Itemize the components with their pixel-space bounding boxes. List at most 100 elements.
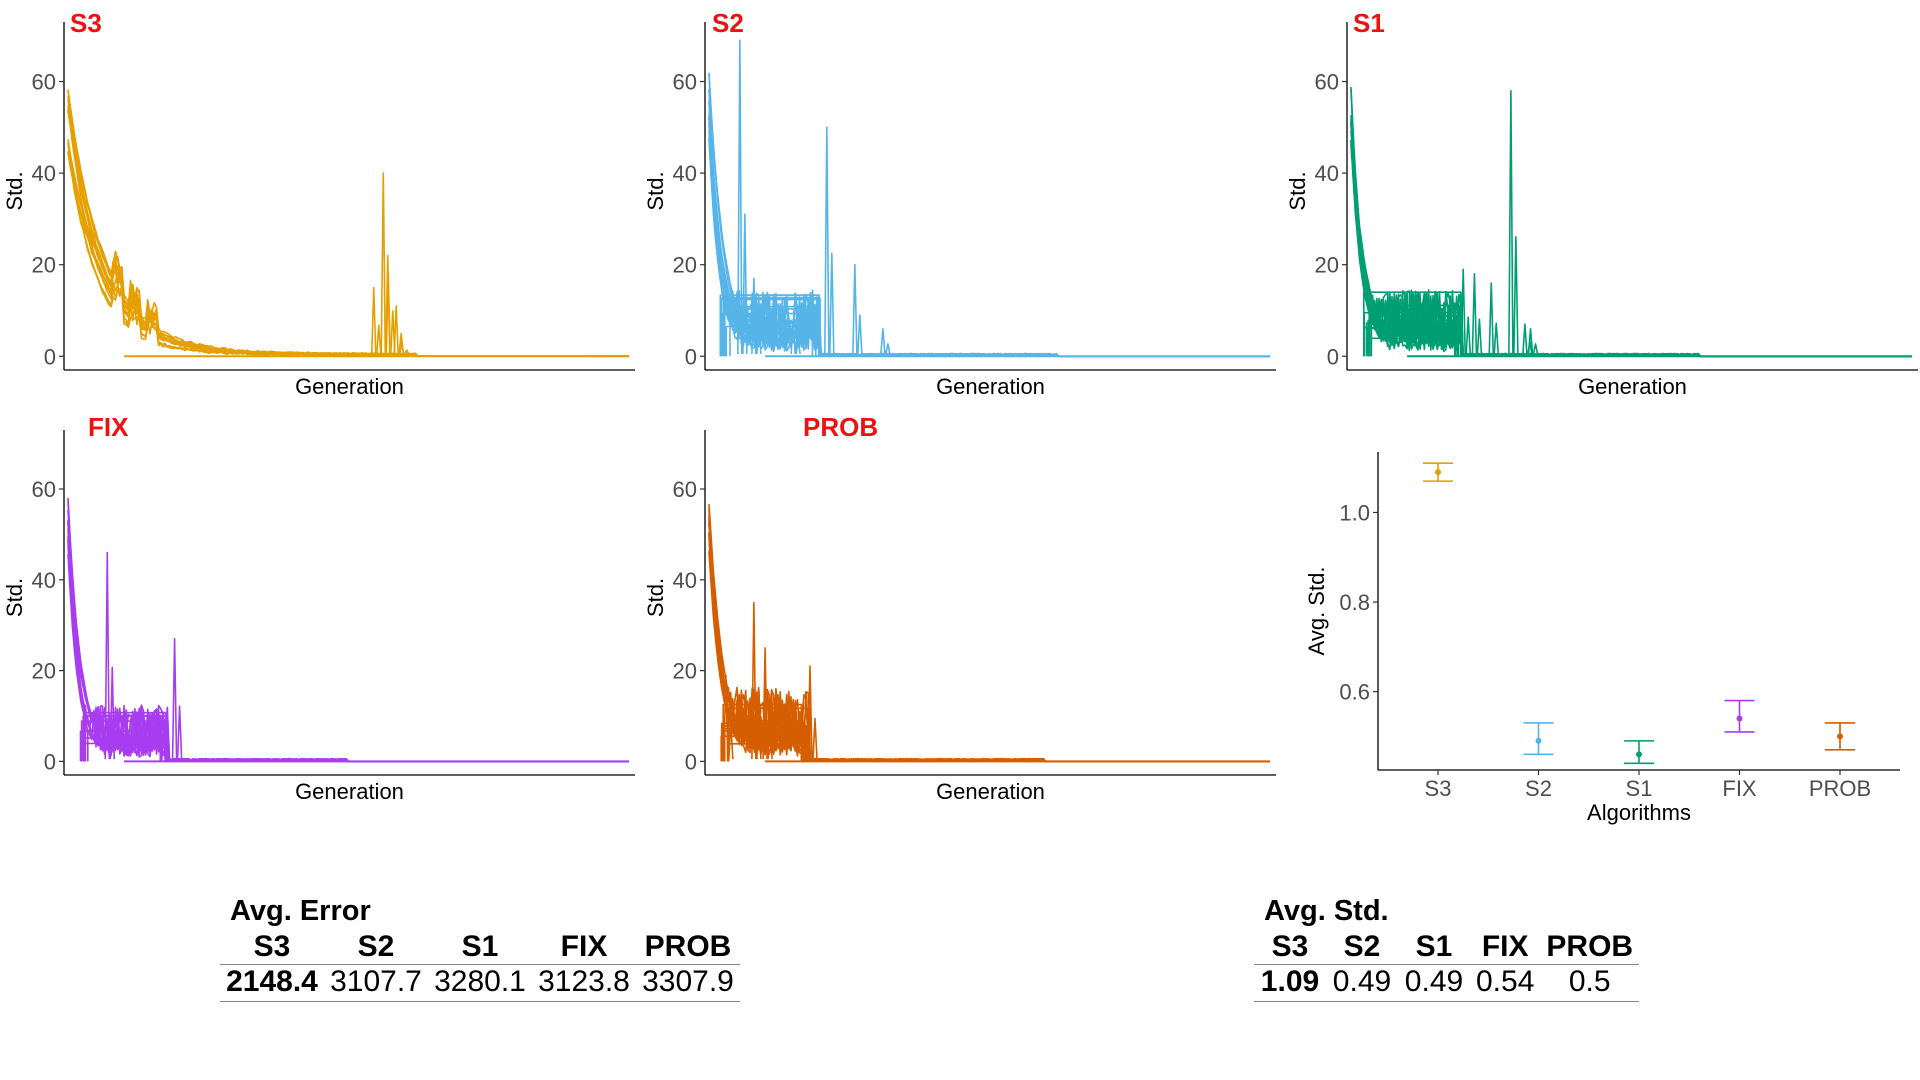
y-tick-label: 60 [32, 477, 56, 502]
mean-point [1535, 737, 1542, 744]
x-axis-title: Generation [936, 374, 1045, 399]
spike [737, 39, 743, 354]
spike [393, 305, 399, 355]
plateau-step [722, 297, 820, 357]
y-tick-label: 0 [685, 344, 697, 369]
spike [1476, 318, 1483, 355]
panel-label: S3 [70, 8, 102, 38]
spike [370, 286, 377, 354]
spike [1513, 235, 1519, 354]
plateau-step [82, 742, 170, 762]
plateau-step [80, 720, 168, 762]
series-line [67, 109, 629, 357]
spike [790, 318, 796, 355]
avg-error-value-s3: 2148.4 [220, 964, 324, 1002]
y-tick-label: 0.6 [1339, 680, 1370, 705]
y-tick-label: 1.0 [1339, 500, 1370, 525]
avg-error-value-s2: 3107.7 [324, 964, 428, 1002]
y-axis-title: Std. [1285, 171, 1310, 210]
spike [762, 647, 768, 760]
spike [885, 343, 891, 355]
y-tick-label: 20 [673, 659, 697, 684]
avg-error-value-fix: 3123.8 [532, 964, 636, 1002]
avg-error-header-s2: S2 [324, 928, 428, 965]
x-axis-title: Generation [936, 779, 1045, 804]
avg-error-value-s1: 3280.1 [428, 964, 532, 1002]
spike [1471, 273, 1478, 354]
y-tick-label: 0 [1327, 344, 1339, 369]
y-tick-label: 60 [673, 70, 697, 95]
y-tick-label: 20 [32, 253, 56, 278]
avg-std-header-fix: FIX [1470, 928, 1541, 965]
y-tick-label: 20 [673, 253, 697, 278]
spike [375, 324, 382, 355]
avg-std-value-s1: 0.49 [1398, 964, 1470, 1002]
y-tick-label: 20 [32, 659, 56, 684]
y-tick-label: 40 [673, 161, 697, 186]
plateau-step [1368, 337, 1456, 357]
x-axis-title: Algorithms [1587, 800, 1691, 825]
y-tick-label: 0 [44, 344, 56, 369]
avg-error-value-row: 2148.4 3107.7 3280.1 3123.8 3307.9 [220, 964, 740, 1002]
y-tick-label: 0 [44, 749, 56, 774]
mean-point [1837, 733, 1843, 740]
x-axis-title: Generation [295, 374, 404, 399]
plateau-step [1370, 315, 1460, 357]
y-tick-label: 60 [32, 70, 56, 95]
spike [1532, 343, 1539, 355]
spike [880, 327, 886, 355]
spike [1527, 327, 1534, 355]
y-tick-label: 0.8 [1339, 590, 1370, 615]
series-lines [708, 39, 1270, 358]
spike [104, 551, 111, 760]
avg-std-value-s2: 0.49 [1326, 964, 1398, 1002]
x-tick-label: PROB [1809, 776, 1871, 801]
y-axis-title: Std. [2, 171, 27, 210]
panel-label: S2 [712, 8, 744, 38]
line-panel-s3: 0 20 40 60 Generation Std. S3 [2, 8, 635, 399]
avg-std-header-row: S3 S2 S1 FIX PROB [1254, 928, 1640, 965]
y-tick-label: 60 [673, 477, 697, 502]
spike [380, 172, 387, 354]
avg-std-value-prob: 0.5 [1540, 964, 1640, 1002]
y-tick-label: 40 [673, 568, 697, 593]
spike [751, 277, 757, 354]
line-panel-s2: 0 20 40 60 Generation Std. S2 [643, 8, 1276, 399]
panel-label: PROB [803, 412, 878, 442]
spike [751, 601, 757, 760]
x-axis-title: Generation [1578, 374, 1687, 399]
y-axis-title: Std. [643, 578, 668, 617]
plateau-step [722, 703, 803, 762]
series-line [67, 151, 629, 358]
spike [852, 263, 858, 354]
avg-std-value-row: 1.09 0.49 0.49 0.54 0.5 [1254, 964, 1640, 1002]
avg-std-errorbar-panel: 0.6 0.8 1.0 S3 S2 S1 FIX PROB Algorithms Avg. Std… [1304, 452, 1900, 825]
avg-error-header-s3: S3 [220, 928, 324, 965]
avg-error-header-s1: S1 [428, 928, 532, 965]
plateau-step [1368, 304, 1456, 357]
avg-error-value-prob: 3307.9 [636, 964, 740, 1002]
plateau-step [727, 719, 804, 762]
y-tick-label: 0 [685, 749, 697, 774]
spike [1522, 323, 1528, 355]
y-tick-label: 40 [1315, 161, 1339, 186]
y-tick-label: 60 [1315, 70, 1339, 95]
series-line [708, 535, 1270, 763]
avg-std-header-s2: S2 [1326, 928, 1398, 965]
avg-std-table-block: Avg. Std. S3 S2 S1 FIX PROB 1.09 0.49 0.… [1254, 895, 1640, 1002]
avg-std-header-s3: S3 [1254, 928, 1326, 965]
spike [824, 126, 830, 354]
spike [829, 252, 835, 354]
spike [767, 709, 773, 760]
y-tick-label: 40 [32, 161, 56, 186]
line-panel-prob: 0 20 40 60 Generation Std. PROB [643, 412, 1276, 804]
spike [171, 638, 178, 760]
x-tick-label: S1 [1626, 776, 1653, 801]
series-lines [67, 89, 629, 358]
y-axis-title: Avg. Std. [1304, 567, 1329, 656]
plateau-step [1363, 326, 1463, 357]
spike [109, 666, 116, 760]
series-line [708, 88, 1270, 358]
series-lines [1350, 86, 1912, 358]
spike [399, 341, 405, 355]
